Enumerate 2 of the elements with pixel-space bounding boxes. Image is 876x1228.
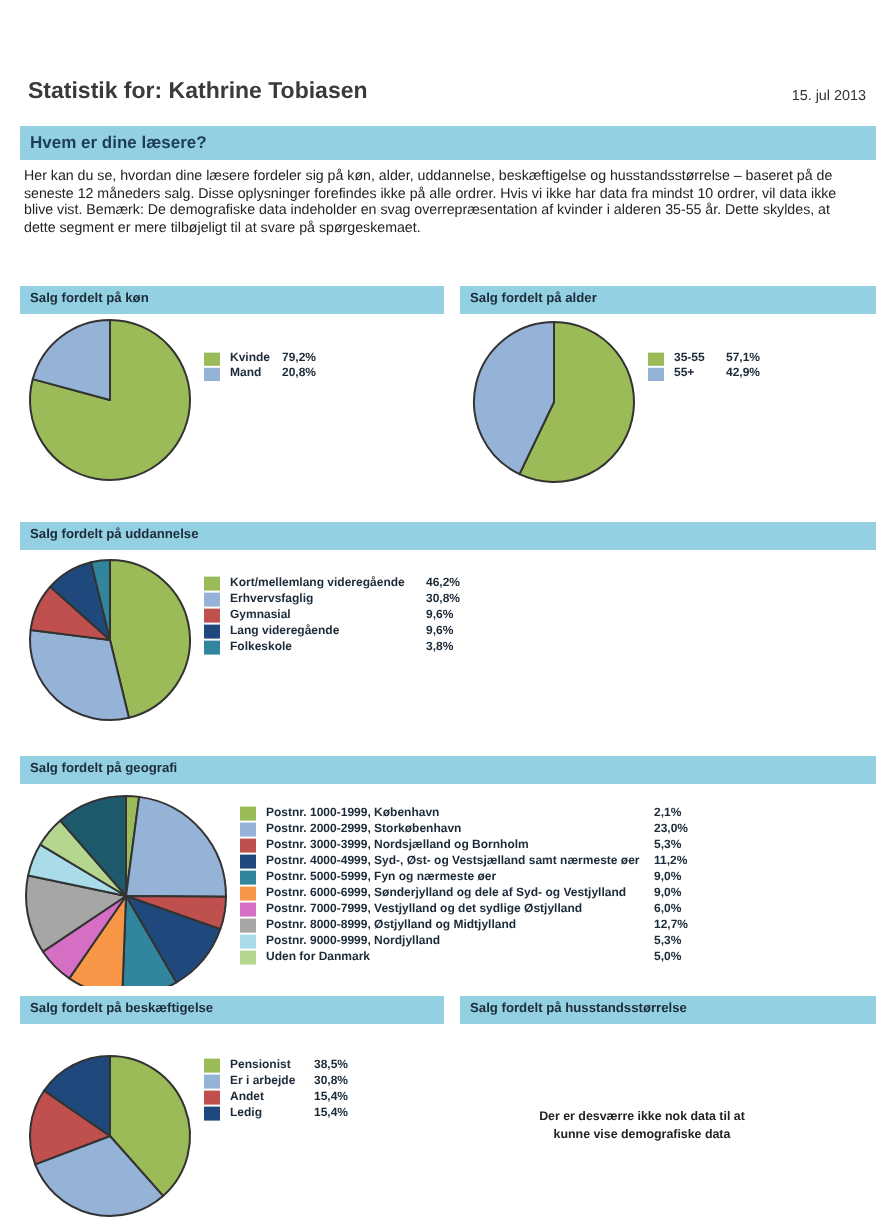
text: Statistik for: Kathrine Tobiasen [28,80,368,104]
text: Hvem er dine læsere? [20,126,876,160]
